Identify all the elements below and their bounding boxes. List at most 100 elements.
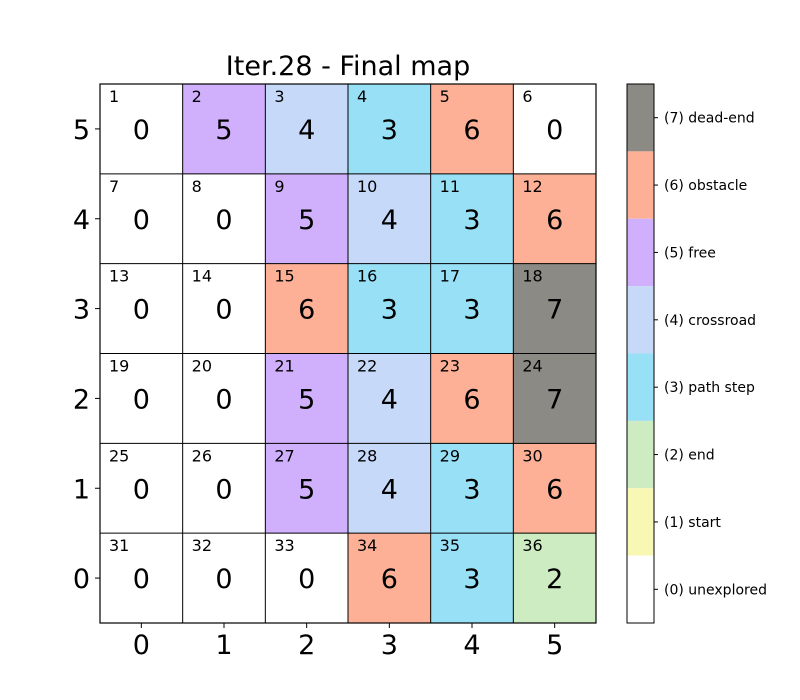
map-cell: [265, 533, 348, 623]
map-cell: [265, 353, 348, 444]
cell-index-label: 10: [357, 177, 377, 196]
map-cell: [513, 84, 596, 174]
cell-index-label: 15: [274, 267, 294, 286]
cell-index-label: 31: [109, 536, 129, 555]
cell-value-label: 7: [546, 384, 563, 415]
cell-index-label: 23: [440, 357, 460, 376]
cell-index-label: 20: [192, 357, 212, 376]
map-cell: [513, 173, 596, 264]
map-cell: [265, 443, 348, 534]
map-cell: [100, 533, 183, 623]
cell-index-label: 28: [357, 446, 377, 465]
cell-value-label: 4: [298, 115, 315, 146]
map-cell: [430, 263, 514, 354]
cell-value-label: 0: [215, 474, 232, 505]
x-tick-label: 3: [381, 630, 398, 661]
y-tick-label: 5: [73, 115, 90, 146]
map-cell: [265, 263, 348, 354]
chart-title: Iter.28 - Final map: [226, 51, 470, 82]
cell-index-label: 12: [522, 177, 542, 196]
y-tick-label: 1: [73, 474, 90, 505]
cell-value-label: 6: [546, 474, 563, 505]
cell-value-label: 2: [546, 564, 563, 595]
map-cell: [430, 533, 514, 623]
map-cell: [182, 263, 266, 354]
cell-index-label: 19: [109, 357, 129, 376]
cell-value-label: 0: [298, 564, 315, 595]
cell-value-label: 0: [133, 474, 150, 505]
cell-index-label: 6: [522, 87, 532, 106]
x-tick-label: 2: [298, 630, 315, 661]
colorbar-label: (3) path step: [664, 380, 755, 396]
map-cell: [182, 173, 266, 264]
grid-cells: 1025344356607080951041131261301401561631…: [100, 84, 596, 623]
map-cell: [265, 84, 348, 174]
cell-index-label: 29: [440, 446, 460, 465]
colorbar-label: (0) unexplored: [664, 582, 767, 598]
x-tick-label: 5: [546, 630, 563, 661]
map-cell: [430, 353, 514, 444]
grid-lines: [100, 84, 596, 623]
cell-value-label: 6: [381, 564, 398, 595]
cell-index-label: 33: [274, 536, 294, 555]
x-tick-label: 4: [463, 630, 480, 661]
cell-index-label: 9: [274, 177, 284, 196]
cell-index-label: 8: [192, 177, 202, 196]
cell-value-label: 4: [381, 384, 398, 415]
cell-value-label: 5: [298, 474, 315, 505]
cell-index-label: 35: [440, 536, 460, 555]
colorbar-frame: [626, 83, 655, 624]
cell-index-label: 21: [274, 357, 294, 376]
cell-value-label: 5: [298, 384, 315, 415]
cell-value-label: 0: [546, 115, 563, 146]
cell-index-label: 36: [522, 536, 542, 555]
cell-value-label: 3: [463, 205, 480, 236]
cell-value-label: 4: [381, 474, 398, 505]
cell-value-label: 6: [546, 205, 563, 236]
map-cell: [182, 533, 266, 623]
colorbar-swatch: [627, 555, 654, 623]
map-cell: [348, 84, 431, 174]
cell-index-label: 30: [522, 446, 542, 465]
colorbar-swatch: [627, 218, 654, 287]
cell-index-label: 5: [440, 87, 450, 106]
map-cell: [513, 533, 596, 623]
cell-index-label: 11: [440, 177, 460, 196]
cell-value-label: 3: [381, 115, 398, 146]
map-cell: [348, 533, 431, 623]
y-tick-label: 3: [73, 295, 90, 326]
x-tick-label: 0: [133, 630, 150, 661]
map-cell: [265, 173, 348, 264]
map-cell: [430, 173, 514, 264]
map-cell: [513, 353, 596, 444]
cell-value-label: 0: [133, 115, 150, 146]
map-cell: [430, 443, 514, 534]
colorbar-swatch: [627, 151, 654, 219]
y-tick-label: 4: [73, 205, 90, 236]
map-cell: [348, 443, 431, 534]
y-tick-label: 2: [73, 384, 90, 415]
cell-value-label: 0: [215, 384, 232, 415]
cell-value-label: 0: [215, 205, 232, 236]
y-tick-label: 0: [73, 564, 90, 595]
cell-index-label: 26: [192, 446, 212, 465]
cell-value-label: 0: [215, 564, 232, 595]
colorbar-swatch: [627, 488, 654, 556]
map-cell: [100, 443, 183, 534]
cell-value-label: 0: [133, 384, 150, 415]
map-cell: [348, 263, 431, 354]
cell-value-label: 0: [133, 205, 150, 236]
colorbar-label: (7) dead-end: [664, 111, 755, 127]
map-cell: [182, 84, 266, 174]
map-cell: [513, 263, 596, 354]
map-cell: [100, 263, 183, 354]
colorbar-swatch: [627, 420, 654, 489]
cell-index-label: 25: [109, 446, 129, 465]
cell-index-label: 1: [109, 87, 119, 106]
cell-value-label: 3: [463, 295, 480, 326]
colorbar-label: (2) end: [664, 448, 715, 464]
colorbar-swatch: [627, 84, 654, 152]
map-cell: [100, 173, 183, 264]
map-cell: [100, 84, 183, 174]
cell-index-label: 14: [192, 267, 212, 286]
